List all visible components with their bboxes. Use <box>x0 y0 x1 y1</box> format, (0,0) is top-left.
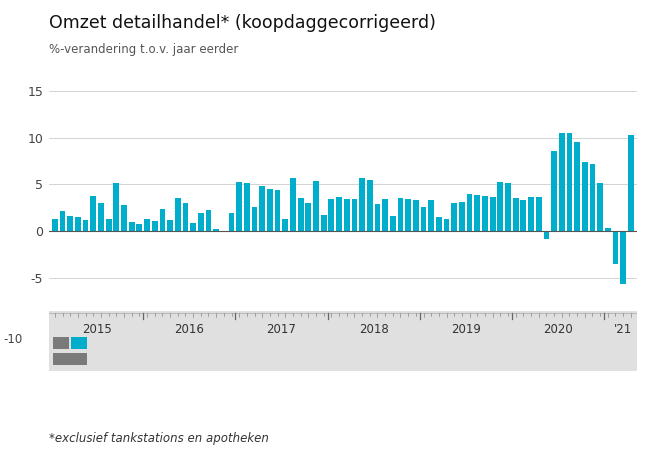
Bar <box>144 219 150 231</box>
Bar <box>282 219 288 231</box>
Bar <box>328 199 334 231</box>
Bar <box>567 133 572 231</box>
Bar <box>436 217 442 231</box>
Text: 2019: 2019 <box>451 323 481 336</box>
Bar <box>53 338 70 349</box>
Bar <box>374 204 380 231</box>
Bar <box>237 181 242 231</box>
Bar <box>405 199 411 231</box>
Bar <box>159 209 165 231</box>
Bar <box>267 189 273 231</box>
Bar <box>543 231 549 239</box>
Bar <box>551 151 557 231</box>
Text: 2018: 2018 <box>359 323 389 336</box>
Bar <box>620 231 626 284</box>
Bar <box>605 228 611 231</box>
Bar <box>574 142 580 231</box>
Bar <box>114 184 119 231</box>
Bar <box>121 205 127 231</box>
Bar <box>336 198 342 231</box>
Bar <box>359 178 365 231</box>
Bar <box>482 197 488 231</box>
Bar <box>190 223 196 231</box>
Bar <box>513 198 519 231</box>
Bar <box>459 202 465 231</box>
Bar <box>352 199 358 231</box>
Bar <box>205 210 211 231</box>
Bar <box>628 135 634 231</box>
Bar <box>229 213 235 231</box>
Bar <box>612 231 618 264</box>
Bar <box>198 213 203 231</box>
Bar <box>252 207 257 231</box>
Bar <box>444 219 449 231</box>
Bar <box>183 203 188 231</box>
Bar <box>106 219 112 231</box>
Bar <box>474 194 480 231</box>
Bar <box>489 198 495 231</box>
Bar <box>221 231 227 232</box>
Bar <box>90 196 96 231</box>
Bar <box>72 338 87 349</box>
Text: -10: -10 <box>3 333 23 346</box>
Bar <box>83 220 88 231</box>
Bar <box>428 200 434 231</box>
Bar <box>344 199 350 231</box>
Bar <box>505 184 511 231</box>
Text: 2020: 2020 <box>543 323 573 336</box>
Text: Omzet detailhandel* (koopdaggecorrigeerd): Omzet detailhandel* (koopdaggecorrigeerd… <box>49 14 436 32</box>
Bar <box>313 180 319 231</box>
Bar <box>175 198 181 231</box>
Bar <box>167 220 173 231</box>
Bar <box>98 203 104 231</box>
Text: %-verandering t.o.v. jaar eerder: %-verandering t.o.v. jaar eerder <box>49 43 238 56</box>
Text: 2015: 2015 <box>83 323 112 336</box>
Bar <box>367 180 372 231</box>
Text: '21: '21 <box>614 323 632 336</box>
Bar <box>290 178 296 231</box>
Bar <box>497 182 503 231</box>
Bar <box>582 162 588 231</box>
Bar <box>306 203 311 231</box>
Bar <box>53 353 87 365</box>
Bar <box>52 219 58 231</box>
Bar <box>60 211 66 231</box>
Bar <box>213 229 219 231</box>
Bar <box>136 224 142 231</box>
Bar <box>421 207 426 231</box>
Bar <box>521 200 526 231</box>
Bar <box>597 184 603 231</box>
Bar <box>75 217 81 231</box>
Text: 2016: 2016 <box>174 323 204 336</box>
Bar <box>536 198 541 231</box>
Bar <box>259 186 265 231</box>
Bar <box>451 203 457 231</box>
Bar <box>390 216 396 231</box>
Bar <box>129 222 135 231</box>
Bar <box>68 216 73 231</box>
Bar <box>590 164 595 231</box>
Bar <box>298 198 304 231</box>
Bar <box>413 200 419 231</box>
Bar <box>382 199 388 231</box>
Bar <box>244 184 250 231</box>
Bar <box>275 190 281 231</box>
Text: 2017: 2017 <box>266 323 296 336</box>
Bar <box>398 198 404 231</box>
Bar <box>152 221 157 231</box>
Bar <box>559 133 565 231</box>
Bar <box>467 194 473 231</box>
Text: *exclusief tankstations en apotheken: *exclusief tankstations en apotheken <box>49 432 268 445</box>
Bar <box>528 198 534 231</box>
Bar <box>321 215 326 231</box>
